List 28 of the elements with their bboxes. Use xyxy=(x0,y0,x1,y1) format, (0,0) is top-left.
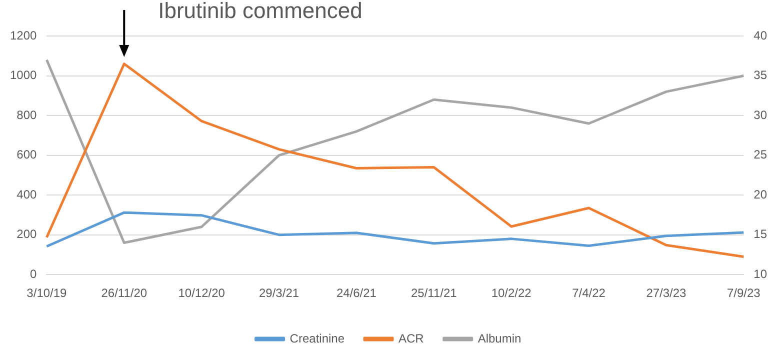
y-tick-label: 200 xyxy=(16,227,38,242)
legend-label: Creatinine xyxy=(290,331,345,346)
x-tick-label: 27/3/23 xyxy=(646,286,687,300)
x-tick-label: 10/2/22 xyxy=(491,286,532,300)
y-tick-label: 1000 xyxy=(10,68,38,82)
legend-label: ACR xyxy=(398,331,424,346)
x-tick-label: 24/6/21 xyxy=(336,286,377,300)
y-tick-label: 1200 xyxy=(10,28,38,42)
x-tick-label: 25/11/21 xyxy=(410,286,458,300)
x-tick-label: 29/3/21 xyxy=(258,286,300,300)
y-tick-label: 600 xyxy=(16,148,38,162)
x-tick-label: 7/4/22 xyxy=(572,286,606,300)
legend-label: Albumin xyxy=(478,331,522,346)
y2-tick-label: 25 xyxy=(754,148,768,162)
y2-tick-label: 20 xyxy=(754,187,768,202)
y2-tick-label: 35 xyxy=(754,68,768,82)
y2-tick-label: 40 xyxy=(754,28,768,42)
y2-tick-label: 30 xyxy=(754,108,768,122)
y-tick-label: 400 xyxy=(16,187,38,202)
x-tick-label: 26/11/20 xyxy=(101,286,148,300)
y2-tick-label: 10 xyxy=(754,266,768,281)
y2-tick-label: 15 xyxy=(754,227,768,242)
x-tick-label: 7/9/23 xyxy=(726,286,761,300)
y-tick-label: 800 xyxy=(16,108,38,122)
y-tick-label: 0 xyxy=(30,266,38,281)
text: Ibrutinib commenced xyxy=(158,0,362,24)
x-tick-label: 3/10/19 xyxy=(26,286,68,300)
x-tick-label: 10/12/20 xyxy=(178,286,226,300)
